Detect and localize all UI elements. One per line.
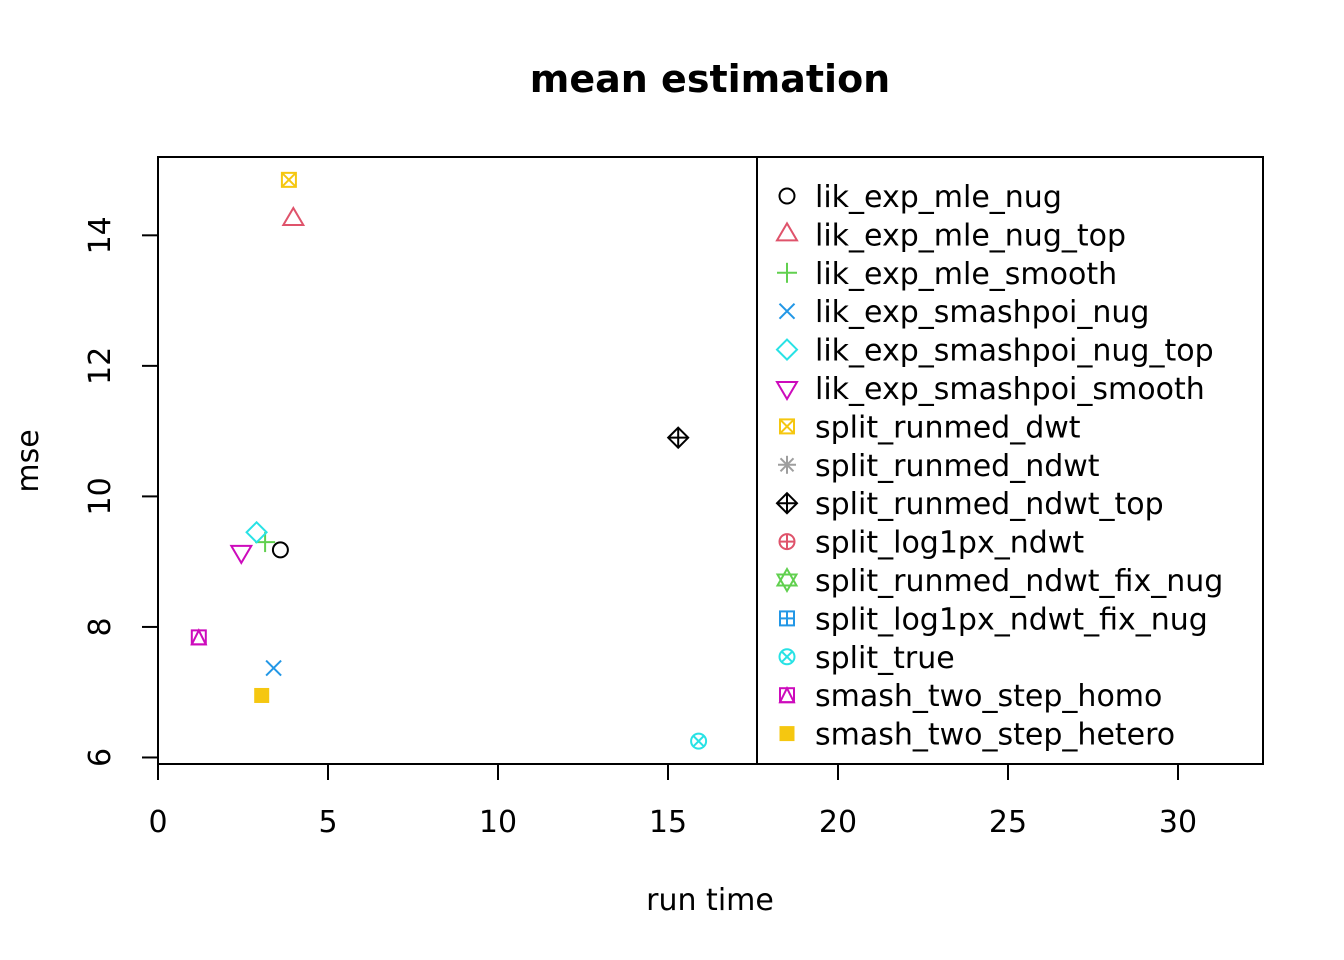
legend-symbol-lik-exp-mle-smooth: [777, 262, 797, 283]
legend-symbol-lik-exp-smashpoi-smooth: [775, 381, 799, 401]
legend-label: split_runmed_ndwt_fix_nug: [815, 564, 1223, 599]
x-tick-label: 15: [649, 805, 687, 840]
legend-label: smash_two_step_hetero: [815, 718, 1175, 753]
data-point-lik-exp-mle-nug: [271, 541, 289, 559]
legend-label: lik_exp_mle_nug: [815, 180, 1062, 215]
data-point-smash-two-step-hetero: [254, 687, 270, 703]
legend-label: split_log1px_ndwt: [815, 526, 1084, 561]
data-point-split-runmed-dwt: [280, 171, 297, 188]
legend-label: split_true: [815, 641, 955, 676]
y-tick-label: 10: [83, 477, 118, 515]
legend-item: split_log1px_ndwt_fix_nug: [779, 602, 1208, 637]
legend-label: split_runmed_ndwt: [815, 449, 1100, 484]
x-axis-label: run time: [646, 883, 774, 918]
data-point-split-runmed-ndwt-top: [666, 426, 690, 450]
data-points: [190, 171, 708, 750]
legend-symbol-lik-exp-smashpoi-nug: [778, 302, 796, 320]
data-point-lik-exp-mle-nug-top: [281, 206, 306, 227]
legend-box: [756, 156, 1264, 765]
y-tick-label: 12: [83, 347, 118, 385]
x-tick-label: 0: [148, 805, 167, 840]
legend-label: lik_exp_smashpoi_smooth: [815, 372, 1205, 407]
legend-item: split_runmed_ndwt: [778, 449, 1100, 484]
data-point-lik-exp-smashpoi-smooth: [229, 544, 254, 565]
legend-label: split_log1px_ndwt_fix_nug: [815, 602, 1208, 637]
legend-symbol-split-true: [778, 648, 796, 666]
y-tick-label: 14: [83, 216, 118, 254]
x-tick-label: 20: [819, 805, 857, 840]
legend-label: lik_exp_smashpoi_nug: [815, 295, 1149, 330]
y-tick-label: 6: [83, 748, 118, 767]
x-tick-label: 10: [479, 805, 517, 840]
legend-label: smash_two_step_homo: [815, 679, 1162, 714]
legend-item: smash_two_step_homo: [778, 679, 1162, 714]
x-tick-label: 25: [989, 805, 1027, 840]
y-axis: 6 8 10 12 14: [83, 216, 159, 767]
legend-item: lik_exp_smashpoi_smooth: [775, 372, 1205, 407]
legend-label: lik_exp_mle_smooth: [815, 257, 1117, 292]
legend-item: split_true: [778, 641, 955, 676]
legend-item: split_log1px_ndwt: [778, 526, 1084, 561]
data-point-lik-exp-smashpoi-nug-top: [245, 520, 269, 544]
legend-item: split_runmed_ndwt_fix_nug: [775, 564, 1223, 599]
legend-item: split_runmed_dwt: [779, 410, 1081, 445]
legend-label: lik_exp_smashpoi_nug_top: [815, 334, 1214, 369]
data-point-split-true: [690, 732, 708, 750]
data-point-smash-two-step-homo: [190, 628, 208, 646]
legend-symbol-lik-exp-mle-nug-top: [775, 221, 799, 242]
x-tick-label: 30: [1159, 805, 1197, 840]
legend-item: lik_exp_smashpoi_nug_top: [775, 334, 1214, 369]
legend-item: lik_exp_mle_smooth: [777, 257, 1117, 292]
legend-label: lik_exp_mle_nug_top: [815, 218, 1126, 253]
chart-title: mean estimation: [530, 57, 890, 101]
legend-symbol-split-runmed-ndwt: [778, 455, 796, 474]
legend-symbol-split-runmed-ndwt-fix-nug: [775, 566, 799, 594]
legend-symbol-split-log1px-ndwt-fix-nug: [779, 610, 795, 627]
legend-symbol-split-log1px-ndwt: [778, 533, 796, 551]
legend-symbol-split-runmed-dwt: [779, 418, 795, 435]
data-point-lik-exp-smashpoi-nug: [265, 659, 282, 677]
legend-symbol-lik-exp-mle-nug: [778, 187, 796, 205]
legend-symbol-smash-two-step-hetero: [779, 726, 795, 742]
y-axis-label: mse: [11, 429, 46, 492]
legend-item: lik_exp_mle_nug_top: [775, 218, 1126, 253]
legend-symbol-split-runmed-ndwt-top: [775, 491, 799, 515]
data-point-lik-exp-mle-smooth: [255, 532, 276, 553]
legend-symbol-smash-two-step-homo: [778, 685, 796, 704]
y-tick-label: 8: [83, 617, 118, 636]
legend-item: lik_exp_mle_nug: [778, 180, 1062, 215]
legend-label: split_runmed_ndwt_top: [815, 487, 1164, 522]
x-tick-label: 5: [318, 805, 337, 840]
legend-label: split_runmed_dwt: [815, 410, 1081, 445]
legend-symbol-lik-exp-smashpoi-nug-top: [775, 338, 799, 362]
legend-item: smash_two_step_hetero: [779, 718, 1175, 753]
legend-item: split_runmed_ndwt_top: [775, 487, 1164, 522]
legend-item: lik_exp_smashpoi_nug: [778, 295, 1149, 330]
x-axis: 0 5 10 15 20 25 30: [148, 763, 1197, 840]
